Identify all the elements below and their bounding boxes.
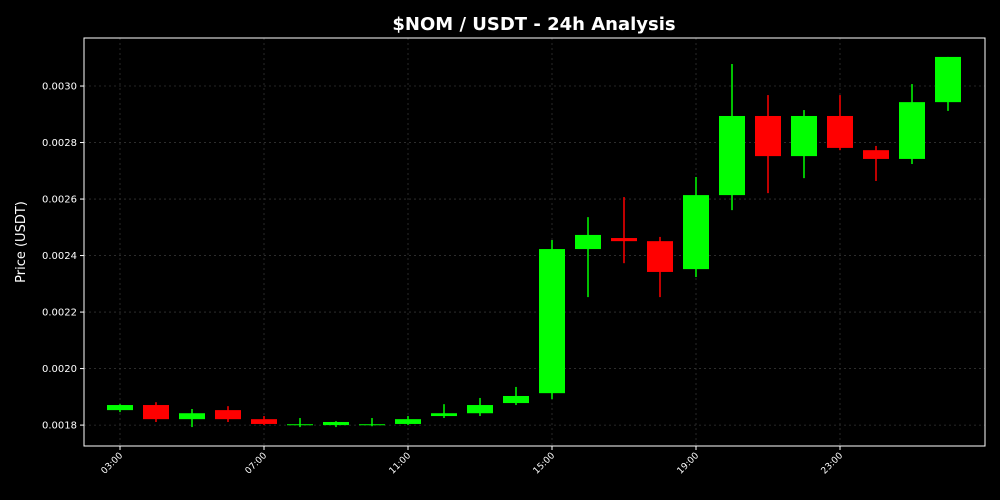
candle-body xyxy=(611,238,637,242)
y-tick-label: 0.0026 xyxy=(42,195,77,206)
plot-frame xyxy=(83,37,986,447)
candle-body xyxy=(143,405,169,420)
y-axis-label: Price (USDT) xyxy=(14,201,29,283)
candle-body xyxy=(719,115,745,196)
candle-body xyxy=(179,413,205,420)
candle-body xyxy=(395,419,421,424)
candle-body xyxy=(647,241,673,272)
candle-body xyxy=(251,419,277,424)
candle-body xyxy=(575,234,601,250)
candle-body xyxy=(935,56,961,103)
candle-body xyxy=(827,115,853,148)
candle-body xyxy=(107,405,133,411)
y-tick-label: 0.0020 xyxy=(42,364,77,375)
candle-body xyxy=(755,115,781,157)
candle-body xyxy=(899,102,925,159)
candle-body xyxy=(683,195,709,270)
y-tick-label: 0.0030 xyxy=(42,82,77,93)
candle-body xyxy=(539,249,565,394)
candle-body xyxy=(503,395,529,404)
candle-body xyxy=(863,150,889,159)
chart-title: $NOM / USDT - 24h Analysis xyxy=(392,14,675,35)
y-tick-label: 0.0028 xyxy=(42,138,77,149)
candle-body xyxy=(791,115,817,157)
candle-body xyxy=(215,410,241,420)
y-tick-label: 0.0022 xyxy=(42,308,77,319)
candle-body xyxy=(467,405,493,414)
candle-body xyxy=(287,424,313,426)
y-tick-label: 0.0018 xyxy=(42,421,77,432)
candle-body xyxy=(359,424,385,426)
candle-body xyxy=(431,413,457,417)
y-tick-label: 0.0024 xyxy=(42,251,77,262)
candle-body xyxy=(323,421,349,426)
